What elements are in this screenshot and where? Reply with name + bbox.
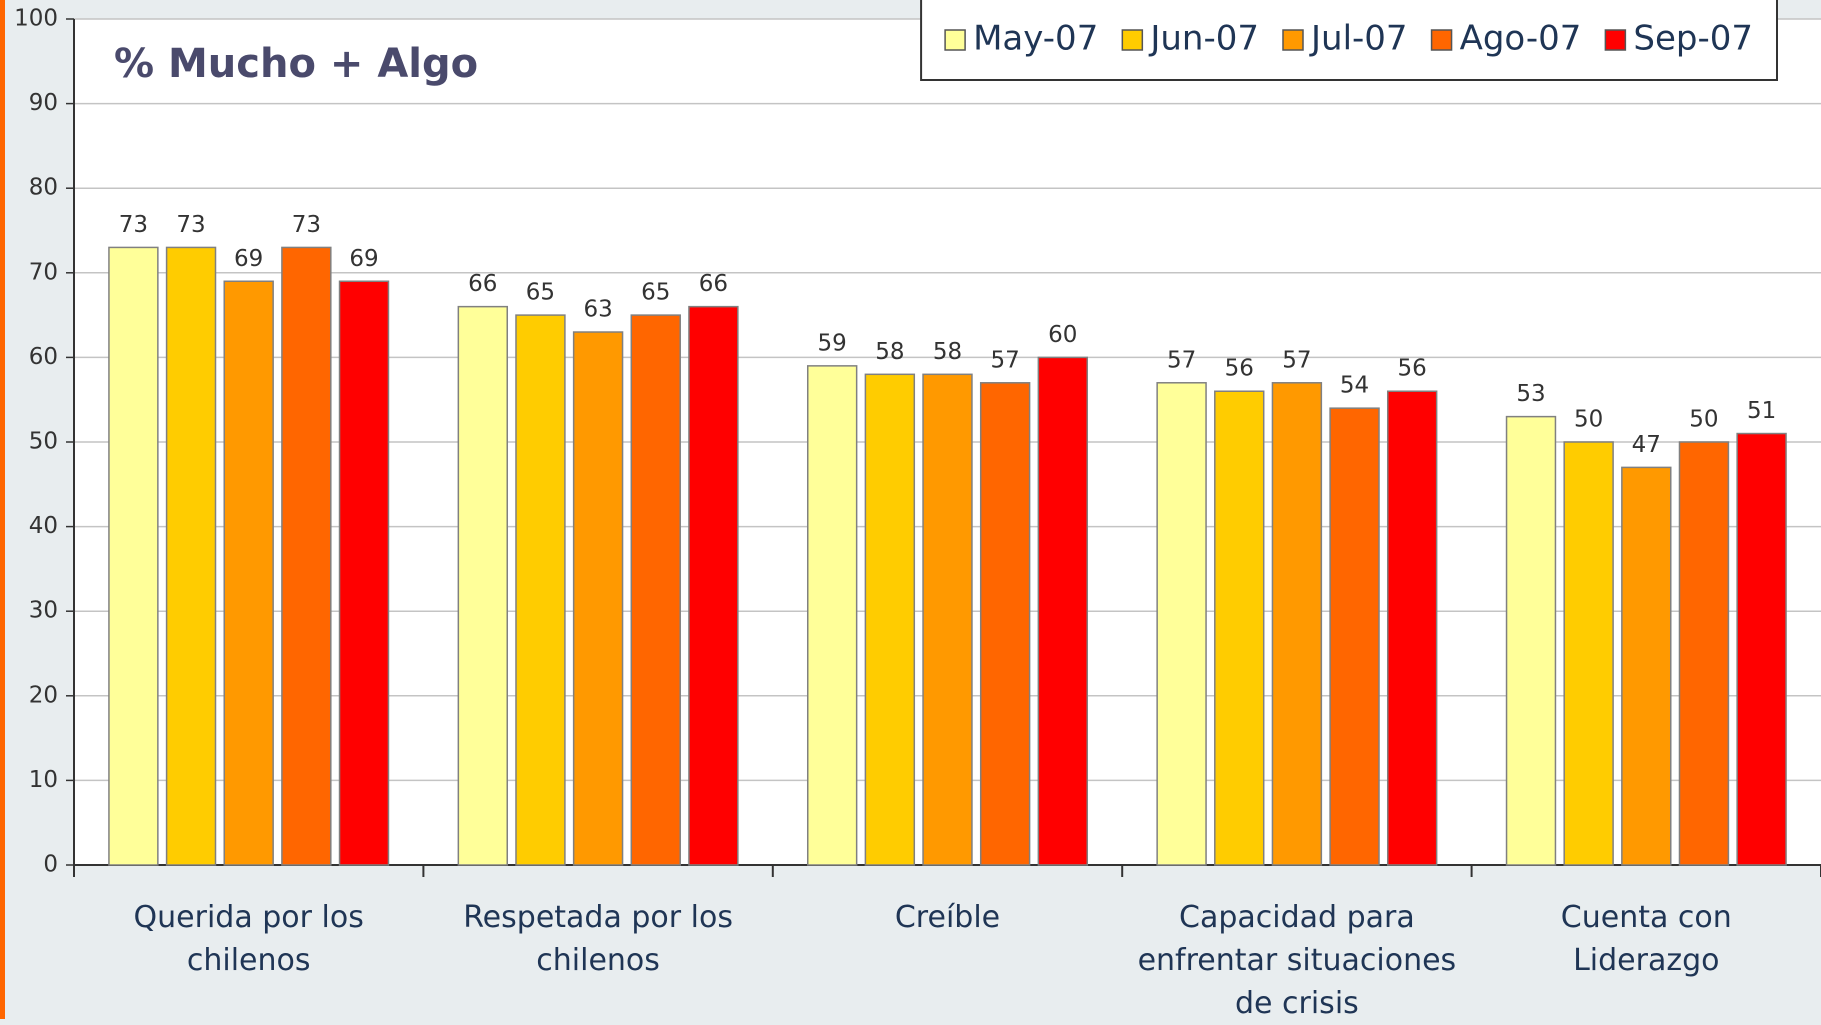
bar [281,246,332,866]
x-tick-label: Querida por los chilenos [133,900,364,978]
bar [1329,407,1380,866]
bar [630,314,681,866]
bar [1621,466,1672,866]
bar [108,246,159,866]
y-tick-label: 100 [14,6,58,32]
legend-swatch [944,29,966,51]
y-tick-label: 70 [29,259,58,285]
bar [338,280,390,866]
data-label: 73 [119,212,148,238]
y-tick-label: 10 [29,767,58,793]
x-tick-label: Cuenta con Liderazgo [1560,900,1732,978]
x-tick-label: Capacidad para enfrentar situaciones de … [1137,900,1457,1021]
legend-swatch [1282,29,1304,51]
data-label: 63 [583,297,612,323]
data-label: 65 [641,280,670,306]
data-label: 58 [933,339,962,365]
bar [806,365,858,866]
bar [1736,432,1787,866]
bar [864,373,916,866]
data-label: 51 [1747,398,1776,424]
bar [1678,441,1730,866]
y-tick-label: 0 [43,852,58,878]
x-tick-label: Creíble [894,900,1001,935]
y-tick-label: 20 [29,682,58,708]
bar [572,331,624,866]
legend-label: Jun-07 [1148,19,1259,59]
legend-swatch [1604,29,1627,51]
data-label: 54 [1340,373,1369,399]
legend-box [920,0,1778,81]
data-label: 66 [468,271,497,297]
legend-swatch [1430,29,1453,51]
legend-label: Jul-07 [1309,19,1408,59]
bar [1505,415,1557,866]
data-label: 60 [1048,322,1077,348]
data-label: 57 [1282,347,1311,373]
bar [1386,390,1438,866]
y-tick-label: 90 [29,90,58,116]
bar [457,305,509,866]
legend-label: May-07 [973,19,1098,59]
data-label: 69 [234,246,263,272]
bar [515,314,566,866]
bar [1156,382,1207,866]
data-label: 73 [292,212,321,238]
legend-label: Ago-07 [1460,19,1582,59]
data-label: 73 [176,212,205,238]
bar [1563,441,1614,866]
data-label: 58 [875,339,904,365]
bar [1271,382,1323,866]
data-label: 47 [1632,432,1661,458]
data-label: 53 [1516,381,1545,407]
legend-swatch [1121,29,1144,51]
legend-label: Sep-07 [1633,19,1753,59]
bar [688,305,739,866]
y-tick-label: 80 [29,175,58,201]
bar [979,382,1031,866]
data-label: 50 [1574,407,1603,433]
y-tick-label: 50 [29,429,58,455]
y-tick-label: 30 [29,598,58,624]
chart-title: % Mucho + Algo [114,41,478,87]
y-tick-label: 60 [29,344,58,370]
bar [922,373,973,866]
data-label: 57 [1167,347,1196,373]
data-label: 57 [991,347,1020,373]
data-label: 56 [1398,356,1427,382]
y-tick-label: 40 [29,513,58,539]
data-label: 69 [349,246,378,272]
bar [1037,356,1089,866]
legend: May-07 Jun-07 Jul-07 Ago-07 Sep-07 [920,0,1778,81]
x-tick-label: Respetada por los chilenos [463,900,733,978]
data-label: 56 [1225,356,1254,382]
bar [1214,390,1265,866]
edge-stripe [0,0,5,1019]
data-label: 50 [1689,407,1718,433]
data-label: 59 [818,330,847,356]
data-label: 66 [699,271,728,297]
data-label: 65 [526,280,555,306]
bar [223,280,274,866]
bar [165,246,217,866]
